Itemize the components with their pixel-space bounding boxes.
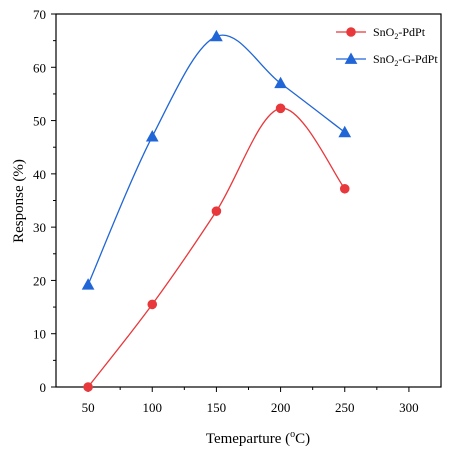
- x-tick-label: 200: [271, 400, 291, 415]
- data-point: [147, 299, 158, 310]
- data-point: [339, 183, 350, 194]
- legend-marker: [344, 52, 358, 64]
- legend-item: SnO2-PdPt: [336, 25, 426, 41]
- x-tick-label: 100: [143, 400, 163, 415]
- y-tick-label: 30: [33, 220, 46, 235]
- data-point: [145, 130, 159, 142]
- series-line: [87, 34, 346, 285]
- x-tick-label: 150: [207, 400, 227, 415]
- data-point: [338, 125, 352, 138]
- series-1: [81, 29, 352, 290]
- legend-item: SnO2-G-PdPt: [336, 52, 438, 68]
- axes: [55, 13, 442, 388]
- series-line: [87, 107, 346, 388]
- legend-marker: [346, 27, 356, 37]
- plot-frame: [55, 13, 442, 388]
- y-tick-label: 70: [33, 7, 46, 22]
- legend: SnO2-PdPt SnO2-G-PdPt: [336, 25, 438, 68]
- data-point: [275, 103, 286, 114]
- y-tick-label: 40: [33, 167, 46, 182]
- ticks: 50 100 150 200 250 300 0 10 20 30 40 50 60 70: [33, 7, 419, 415]
- data-point: [81, 278, 95, 290]
- legend-label: SnO2-PdPt: [373, 25, 426, 41]
- series: [81, 29, 352, 392]
- x-tick-label: 250: [335, 400, 355, 415]
- x-tick-label: 300: [399, 400, 419, 415]
- data-point: [211, 206, 222, 216]
- data-point: [274, 76, 287, 89]
- y-tick-label: 20: [33, 273, 46, 288]
- data-point: [83, 382, 93, 392]
- x-axis-title-sup: o: [290, 429, 295, 440]
- y-tick-label: 50: [33, 114, 46, 129]
- x-axis-title-prefix: Temeparture (: [206, 431, 290, 447]
- series-0: [83, 103, 350, 392]
- legend-label: SnO2-G-PdPt: [373, 52, 438, 68]
- y-tick-label: 60: [33, 60, 46, 75]
- y-tick-label: 10: [33, 327, 46, 342]
- x-axis-title-suffix: C): [295, 431, 310, 447]
- y-tick-label: 0: [40, 380, 47, 395]
- x-tick-label: 50: [82, 400, 95, 415]
- y-axis-title: Response (%): [11, 159, 27, 243]
- x-axis-title: Temeparture (oC): [206, 429, 310, 447]
- data-point: [210, 29, 223, 42]
